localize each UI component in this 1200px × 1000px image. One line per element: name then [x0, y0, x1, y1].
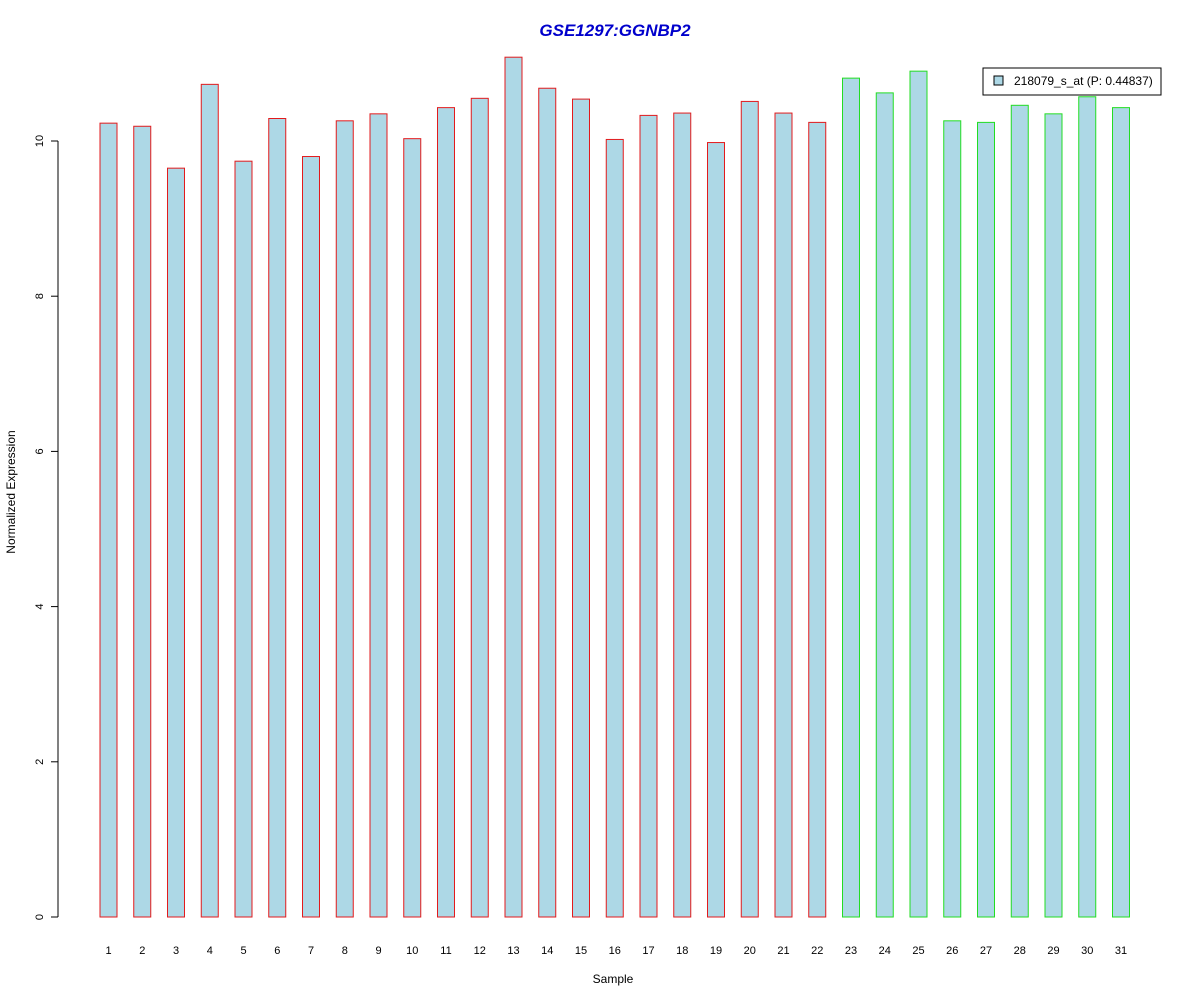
bar-sample-13 — [504, 56, 523, 918]
bar-sample-10 — [403, 138, 422, 918]
y-tick-label: 8 — [34, 293, 46, 299]
y-tick-label: 0 — [34, 914, 46, 920]
x-tick-label: 8 — [342, 945, 348, 957]
x-tick-label: 15 — [575, 945, 587, 957]
x-tick-label: 27 — [980, 945, 992, 957]
bar-sample-2 — [133, 125, 152, 918]
x-tick-label: 5 — [240, 945, 246, 957]
x-tick-label: 28 — [1014, 945, 1026, 957]
x-tick-label: 12 — [474, 945, 486, 957]
bar-sample-11 — [437, 107, 455, 918]
bar-sample-29 — [1044, 113, 1063, 918]
x-tick-label: 3 — [173, 945, 179, 957]
x-tick-label: 1 — [105, 945, 111, 957]
bar-sample-12 — [470, 97, 489, 918]
chart-title: GSE1297:GGNBP2 — [539, 21, 691, 40]
x-tick-label: 6 — [274, 945, 280, 957]
bar-sample-15 — [572, 98, 590, 918]
bar-sample-3 — [167, 167, 185, 918]
bar-sample-28 — [1010, 104, 1029, 918]
legend-box — [982, 67, 1162, 96]
bar-sample-24 — [875, 92, 894, 918]
bar-sample-27 — [977, 121, 995, 918]
x-tick-label: 9 — [375, 945, 381, 957]
bars — [99, 56, 1130, 918]
bar-sample-25 — [909, 70, 928, 918]
x-tick-label: 11 — [440, 945, 451, 957]
y-tick-label: 10 — [34, 135, 46, 147]
bar-sample-6 — [268, 118, 287, 918]
x-tick-label: 19 — [710, 945, 722, 957]
legend: 218079_s_at (P: 0.44837) — [982, 67, 1162, 96]
x-tick-label: 7 — [308, 945, 314, 957]
bar-sample-8 — [335, 120, 354, 918]
bar-sample-16 — [605, 138, 624, 918]
y-axis-label: Normalized Expression — [4, 430, 18, 553]
x-tick-label: 22 — [811, 945, 823, 957]
y-tick-label: 2 — [34, 759, 46, 765]
x-tick-label: 29 — [1047, 945, 1059, 957]
bar-sample-30 — [1078, 96, 1097, 918]
bar-sample-14 — [538, 87, 557, 918]
x-tick-label: 31 — [1115, 945, 1127, 957]
x-tick-label: 4 — [207, 945, 213, 957]
bar-sample-9 — [369, 113, 388, 918]
x-tick-label: 17 — [642, 945, 654, 957]
bar-sample-7 — [302, 156, 320, 918]
y-tick-label: 6 — [34, 448, 46, 454]
bar-sample-5 — [234, 160, 253, 918]
x-tick-label: 25 — [912, 945, 924, 957]
x-tick-label: 13 — [507, 945, 519, 957]
legend-label: 218079_s_at (P: 0.44837) — [1014, 74, 1153, 88]
x-tick-label: 18 — [676, 945, 688, 957]
x-tick-label: 2 — [139, 945, 145, 957]
bar-sample-22 — [808, 121, 827, 918]
bar-sample-21 — [774, 112, 793, 918]
bar-sample-23 — [842, 77, 860, 918]
y-axis: 0 2 4 6 8 10 — [34, 135, 59, 920]
bar-sample-19 — [707, 142, 725, 918]
x-tick-label: 16 — [609, 945, 621, 957]
bar-sample-4 — [200, 83, 219, 918]
x-tick-label: 10 — [406, 945, 418, 957]
bar-sample-17 — [639, 114, 658, 918]
bar-sample-1 — [99, 122, 118, 918]
x-tick-label: 14 — [541, 945, 553, 957]
x-tick-label: 30 — [1081, 945, 1093, 957]
x-tick-label: 23 — [845, 945, 857, 957]
x-tick-label: 26 — [946, 945, 958, 957]
x-axis-label: Sample — [593, 972, 634, 986]
x-axis-tick-labels: 1 2 3 4 5 6 7 8 9 10 11 12 13 14 15 16 17 18 19 20 21 22 23 24 2… — [105, 945, 1127, 957]
y-tick-label: 4 — [34, 604, 46, 610]
x-tick-label: 20 — [744, 945, 756, 957]
bar-sample-18 — [673, 112, 692, 918]
x-tick-label: 21 — [777, 945, 789, 957]
bar-sample-31 — [1112, 107, 1130, 918]
x-tick-label: 24 — [879, 945, 891, 957]
bar-sample-26 — [943, 120, 962, 918]
bar-sample-20 — [740, 100, 759, 918]
legend-swatch — [993, 75, 1004, 86]
